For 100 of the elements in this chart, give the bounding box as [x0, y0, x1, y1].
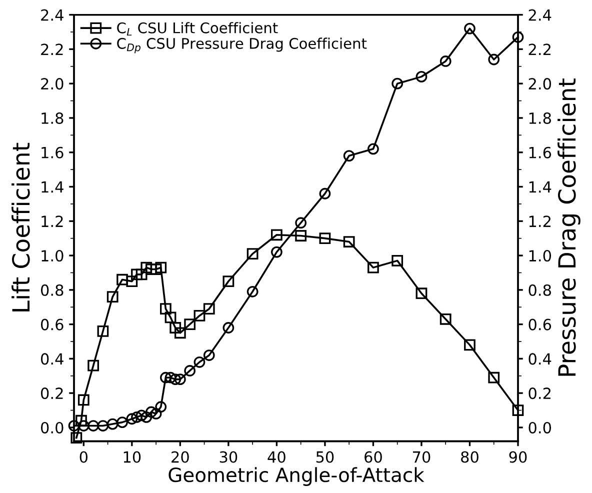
y2-tick-label: 2.0 — [528, 78, 552, 90]
y-tick-label: 2.0 — [41, 78, 64, 90]
point — [416, 288, 428, 300]
y2-tick-label: 1.0 — [529, 250, 552, 262]
point — [155, 401, 167, 413]
point — [164, 372, 176, 384]
point — [440, 313, 452, 325]
y-tick-label: 1.0 — [42, 250, 64, 262]
point — [146, 406, 157, 418]
x-tick-label: 20 — [172, 451, 189, 463]
y-tick-label: 0.8 — [40, 284, 64, 296]
point — [174, 327, 186, 339]
point — [343, 236, 355, 248]
point — [126, 413, 138, 425]
point — [319, 188, 331, 200]
x-tick-label: 40 — [268, 451, 286, 463]
y-tick-label: 2.2 — [41, 44, 63, 55]
y2-tick-label: 1.8 — [529, 112, 551, 124]
point — [512, 31, 524, 43]
point — [174, 374, 186, 386]
y2-tick-label: 0.8 — [528, 284, 551, 296]
y-axis-title: Lift Coefficient — [12, 142, 30, 312]
y-tick-label: 2.4 — [41, 9, 64, 21]
point — [150, 408, 162, 420]
point — [368, 262, 379, 274]
point — [70, 432, 82, 444]
point — [140, 262, 152, 274]
point — [136, 268, 148, 280]
y2-tick-label: 1.6 — [529, 146, 552, 158]
x-tick-label: 0 — [80, 451, 88, 463]
point — [222, 322, 234, 334]
point — [271, 246, 282, 258]
point — [116, 274, 128, 286]
point — [440, 56, 452, 67]
x-axis-title: Geometric Angle-of-Attack — [168, 467, 424, 486]
y-tick-label: 0.2 — [40, 388, 63, 400]
y-tick-label: 1.8 — [42, 112, 64, 124]
point — [97, 325, 109, 337]
y-tick-label: 1.2 — [42, 216, 63, 227]
point — [170, 322, 182, 334]
x-tick-label: 70 — [413, 451, 430, 463]
y-tick-label: 1.4 — [42, 181, 64, 193]
point — [203, 303, 215, 315]
legend-label: C$_{Dp}$ CSU Pressure Drag Coefficient — [117, 38, 367, 54]
point — [488, 372, 500, 384]
point — [368, 143, 379, 155]
y2-tick-label: 1.2 — [529, 216, 550, 227]
point — [160, 303, 172, 315]
point — [126, 276, 138, 288]
y2-tick-label: 1.4 — [529, 181, 552, 193]
point — [160, 372, 172, 384]
y2-tick-label: 0.6 — [528, 318, 552, 330]
point — [88, 360, 99, 372]
x-tick-label: 10 — [124, 451, 141, 463]
point — [319, 232, 331, 244]
point — [271, 229, 282, 241]
y-tick-label: 1.6 — [42, 146, 64, 158]
point — [512, 404, 524, 416]
point — [222, 276, 234, 288]
point — [131, 268, 142, 280]
point — [343, 150, 355, 162]
legend-label: C$_{L}$ CSU Lift Coefficient — [117, 22, 278, 36]
point — [184, 365, 196, 376]
point — [88, 420, 99, 432]
point — [184, 318, 196, 330]
point — [203, 350, 215, 361]
x-tick-label: 80 — [461, 451, 478, 463]
point — [464, 22, 476, 34]
point — [416, 70, 428, 82]
point — [295, 217, 307, 229]
point — [392, 254, 404, 266]
y2-tick-label: 0.2 — [528, 388, 550, 400]
x-tick-label: 90 — [509, 451, 527, 463]
y2-tick-label: 0.0 — [528, 422, 552, 434]
y2-tick-label: 2.4 — [528, 9, 552, 21]
y-tick-label: 0.0 — [40, 422, 64, 434]
point — [164, 312, 176, 324]
point — [97, 420, 109, 432]
point — [464, 339, 476, 351]
y-tick-label: 0.6 — [40, 318, 64, 330]
point — [68, 420, 80, 432]
point — [78, 394, 90, 406]
point — [194, 356, 206, 368]
point — [76, 414, 87, 426]
y2-tick-label: 2.2 — [528, 44, 550, 55]
point — [106, 418, 118, 430]
point — [106, 291, 118, 302]
point — [194, 310, 206, 322]
point — [116, 416, 128, 428]
x-tick-label: 60 — [364, 451, 382, 463]
point — [392, 78, 404, 90]
y2-tick-label: 0.4 — [528, 353, 552, 365]
y2-axis-title: Pressure Drag Coefficient — [558, 78, 580, 376]
x-tick-label: 50 — [316, 451, 334, 463]
point — [155, 262, 167, 274]
y-tick-label: 0.4 — [40, 353, 64, 365]
point — [295, 230, 307, 242]
point — [246, 286, 258, 298]
point — [488, 54, 500, 66]
point — [246, 248, 258, 260]
